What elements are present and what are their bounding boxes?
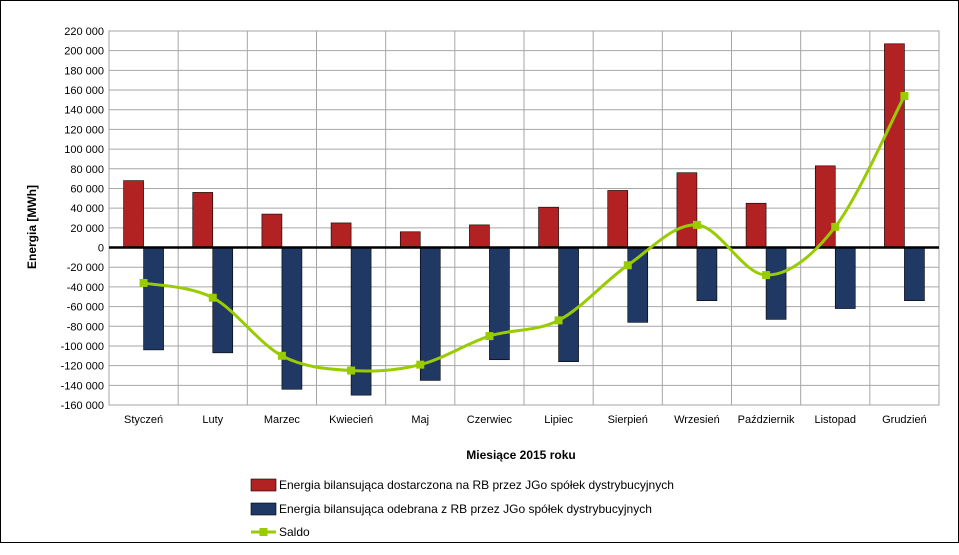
legend-swatch — [250, 478, 277, 492]
y-tick-label: 40 000 — [70, 203, 104, 215]
x-axis-title: Miesiące 2015 roku — [466, 448, 575, 462]
y-tick-label: 0 — [98, 243, 104, 255]
bar-odebrana — [143, 247, 164, 351]
saldo-marker — [762, 271, 771, 280]
y-tick-label: 100 000 — [64, 144, 104, 156]
bar-odebrana — [558, 247, 579, 362]
plot-area-border — [108, 30, 940, 406]
x-tick-label: Luty — [202, 414, 223, 426]
saldo-marker — [416, 360, 425, 369]
grid-layer — [108, 30, 940, 406]
x-tick-label: Sierpień — [608, 414, 648, 426]
x-tick-label: Październik — [738, 414, 795, 426]
x-tick-label: Listopad — [814, 414, 856, 426]
y-tick-label: 180 000 — [64, 65, 104, 77]
y-tick-label: -80 000 — [67, 321, 104, 333]
bar-dostarczona — [884, 43, 905, 248]
y-tick-label: -60 000 — [67, 302, 104, 314]
y-tick-label: 80 000 — [70, 164, 104, 176]
y-tick-label: 200 000 — [64, 46, 104, 58]
bar-dostarczona — [469, 224, 490, 248]
legend-label: Saldo — [279, 525, 310, 539]
y-tick-label: 20 000 — [70, 223, 104, 235]
legend-swatch — [250, 502, 277, 516]
y-tick-label: -120 000 — [61, 361, 104, 373]
x-tick-label: Styczeń — [124, 414, 163, 426]
bar-odebrana — [765, 247, 787, 320]
saldo-marker — [900, 91, 909, 100]
bar-odebrana — [696, 247, 718, 301]
saldo-line-layer — [139, 91, 909, 375]
bar-dostarczona — [538, 206, 559, 248]
y-tick-label: 160 000 — [64, 85, 104, 97]
bar-dostarczona — [123, 180, 144, 248]
y-tick-label: -160 000 — [61, 400, 104, 412]
bar-dostarczona — [192, 192, 214, 248]
legend-label: Energia bilansująca dostarczona na RB pr… — [279, 478, 674, 492]
saldo-marker — [485, 332, 494, 341]
y-tick-label: 220 000 — [64, 26, 104, 38]
y-tick-labels: 220 000 200 000 180 000 160 000 140 000 120 0… — [61, 26, 104, 412]
x-tick-label: Czerwiec — [467, 414, 513, 426]
bar-odebrana — [904, 247, 925, 301]
y-tick-label: 140 000 — [64, 105, 104, 117]
x-tick-label: Marzec — [264, 414, 301, 426]
bar-dostarczona — [814, 165, 836, 248]
saldo-marker — [277, 351, 286, 360]
saldo-marker — [208, 293, 217, 302]
x-tick-label: Kwiecień — [329, 414, 373, 426]
chart-frame: 220 000 200 000 180 000 160 000 140 000 120 0… — [0, 0, 959, 543]
y-tick-label: -100 000 — [61, 341, 104, 353]
bar-dostarczona — [745, 202, 767, 248]
bar-dostarczona — [399, 231, 421, 248]
saldo-marker — [831, 222, 840, 231]
bar-dostarczona — [261, 213, 283, 248]
x-tick-label: Lipiec — [544, 414, 573, 426]
legend-marker — [259, 528, 268, 536]
y-tick-label: 60 000 — [70, 183, 104, 195]
saldo-marker — [139, 278, 148, 287]
saldo-marker — [692, 220, 701, 229]
y-tick-label: -40 000 — [67, 282, 104, 294]
bar-odebrana — [281, 247, 303, 390]
x-tick-label: Grudzień — [882, 414, 927, 426]
x-tick-label: Maj — [411, 414, 429, 426]
bar-dostarczona — [676, 172, 698, 248]
saldo-marker — [623, 261, 632, 270]
y-tick-label: -140 000 — [61, 380, 104, 392]
x-tick-labels: Styczeń Luty Marzec Kwiecień Maj Czerwiec Lipi… — [124, 414, 927, 426]
bar-dostarczona — [330, 222, 352, 248]
bar-dostarczona — [607, 190, 629, 248]
y-tick-label: 120 000 — [64, 124, 104, 136]
saldo-marker — [554, 316, 563, 325]
y-axis-title: Energia [MWh] — [25, 185, 39, 269]
saldo-marker — [347, 366, 356, 375]
x-tick-label: Wrzesień — [674, 414, 720, 426]
legend-label: Energia bilansująca odebrana z RB przez … — [279, 502, 652, 516]
legend: Energia bilansująca dostarczona na RB pr… — [250, 478, 674, 539]
bar-odebrana — [489, 247, 510, 361]
y-tick-label: -20 000 — [67, 262, 104, 274]
bar-odebrana — [834, 247, 856, 309]
